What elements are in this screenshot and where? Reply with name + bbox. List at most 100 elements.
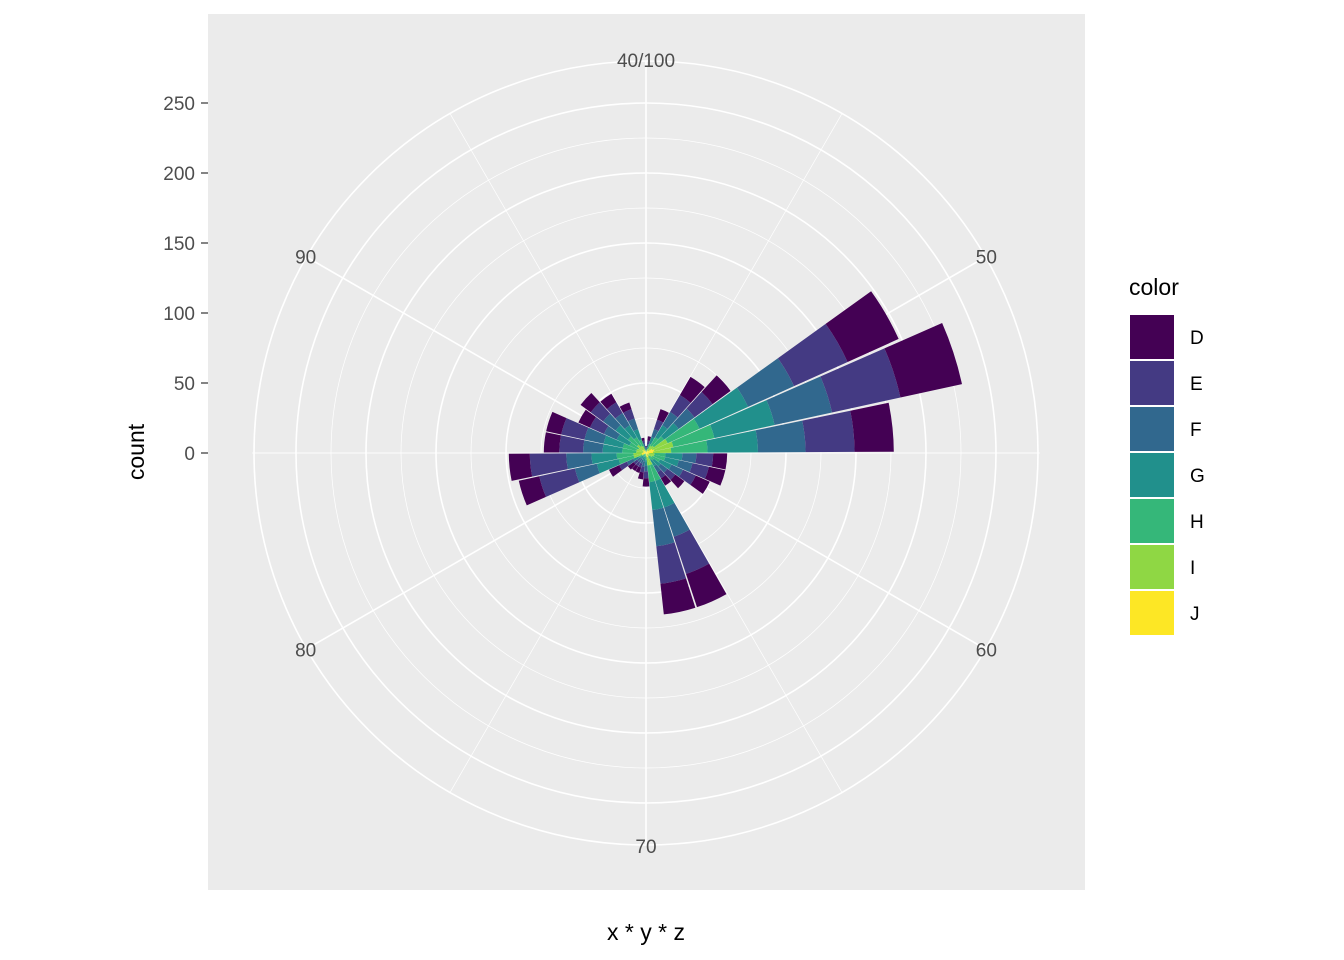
legend-key-D [1128,313,1176,361]
bar-52-I [653,441,674,452]
angle-tick-label: 60 [976,641,997,662]
bar-62-G [652,458,661,467]
bar-84-G [591,453,618,465]
bar-40-G [645,450,647,452]
legend-key-F [1128,405,1176,453]
bar-70-I [645,454,647,456]
bar-44-G [649,437,655,445]
bar-62-F [658,463,668,473]
bar-54-E [802,410,855,453]
legend-key-H [1128,497,1176,545]
bar-68-H [647,465,655,483]
bar-94-J [644,450,646,453]
legend-key-J [1128,589,1176,637]
bar-74-H [643,454,646,457]
bar-42-G [646,447,648,451]
bar-86-G [602,444,623,453]
bar-82-H [618,455,635,465]
bar-58-E [689,463,709,479]
bar-78-H [642,453,646,457]
bar-84-J [641,453,646,454]
bar-78-G [640,455,644,459]
legend-key-G [1128,451,1176,499]
bar-80-D [608,465,623,477]
bar-40-E [645,447,647,449]
x-axis-title: x * y * z [607,919,685,945]
bar-96-E [623,409,635,422]
bar-76-I [645,453,646,455]
bar-66-D [686,563,727,608]
legend-label-H: H [1190,512,1204,533]
bar-64-H [648,456,652,461]
grid-spoke-minor [449,452,647,793]
bar-42-F [646,444,649,448]
y-tick-label: 250 [163,94,195,115]
bar-62-H [648,455,654,461]
bar-52-J [646,449,655,453]
bar-86-J [643,452,646,453]
bar-50-F [736,358,795,407]
bar-74-I [645,453,646,455]
bar-92-I [636,444,644,451]
grid-spoke-80 [306,452,647,650]
bar-88-G [603,435,625,448]
bar-46-D [679,376,705,403]
bar-60-F [668,464,684,477]
bar-78-I [644,453,646,455]
angle-tick-label: 50 [976,248,997,269]
bar-72-E [640,466,645,473]
bar-66-J [646,453,649,457]
bar-56-D [711,453,728,470]
bar-48-H [652,436,665,448]
bar-94-G [624,425,637,440]
bar-50-G [693,387,749,429]
bar-80-E [619,461,629,471]
bar-46-G [655,425,668,440]
bar-46-H [650,437,659,447]
bar-76-F [638,458,643,463]
bar-56-H [654,453,666,457]
bar-94-I [640,445,645,451]
bar-92-D [580,392,600,413]
angle-tick-label: 70 [635,837,656,858]
legend-key-E [1128,359,1176,407]
bar-84-E [529,453,568,477]
bar-48-J [646,450,649,453]
bar-82-G [596,458,621,474]
bar-92-J [642,449,646,453]
bar-76-D [632,464,639,472]
bar-46-E [670,394,691,418]
y-tick-label: 50 [174,374,195,395]
bar-86-H [622,448,637,453]
bar-86-I [636,451,644,453]
bar-94-F [615,413,630,429]
y-tick-label: 100 [163,304,195,325]
bar-50-H [665,418,700,444]
bar-70-E [643,471,649,479]
angle-tick-label: 80 [295,641,316,662]
bar-62-D [670,474,685,489]
bar-82-I [633,453,643,459]
legend-label-D: D [1190,328,1204,349]
bar-66-E [673,529,710,574]
bar-58-H [653,454,666,461]
bar-60-E [678,469,696,485]
grid-spoke-minor [449,113,647,454]
bar-90-H [629,442,640,450]
bar-72-H [644,454,646,458]
bar-86-D [543,432,562,453]
bar-44-H [647,443,651,450]
bar-98-E [642,440,645,444]
bar-96-H [639,439,644,447]
bar-78-D [627,462,636,470]
angle-tick-label: 90 [295,248,316,269]
bar-68-E [656,542,687,584]
bar-92-H [627,436,639,447]
bar-82-J [641,453,646,455]
bar-54-I [652,447,672,453]
bar-50-J [646,448,653,453]
bar-46-F [662,411,678,429]
bar-68-G [649,481,664,511]
bar-56-J [646,453,649,454]
